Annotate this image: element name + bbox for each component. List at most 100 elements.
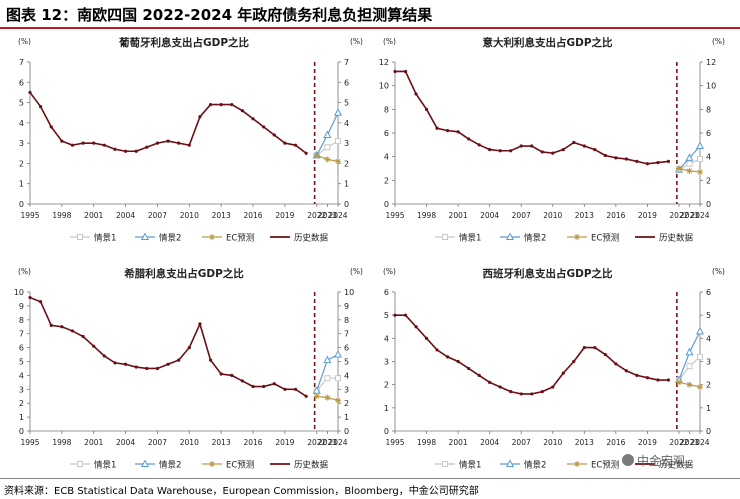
data-point-history bbox=[403, 69, 408, 74]
legend-marker-ec-forecast bbox=[209, 234, 215, 240]
y-tick-label-left: 12 bbox=[379, 58, 389, 67]
y-tick-label-right: 6 bbox=[706, 129, 711, 138]
data-point-history bbox=[28, 90, 32, 95]
y-tick-label-right: 10 bbox=[706, 82, 716, 91]
data-point-history bbox=[49, 323, 53, 327]
data-point-history bbox=[113, 361, 117, 365]
data-point-history bbox=[208, 103, 213, 107]
x-tick-label: 2010 bbox=[180, 211, 199, 220]
legend-marker-ec-forecast bbox=[574, 461, 580, 467]
data-point-history bbox=[155, 366, 160, 371]
data-point-history bbox=[656, 160, 660, 165]
y-unit-left: (%) bbox=[383, 267, 396, 276]
data-point-scenario-1 bbox=[335, 138, 341, 145]
data-point-ec-forecast bbox=[697, 383, 703, 390]
x-tick-label: 2022 bbox=[307, 211, 326, 220]
data-point-history bbox=[272, 133, 276, 137]
series-line-history bbox=[29, 296, 307, 397]
x-tick-label: 2023 bbox=[318, 438, 337, 447]
data-point-scenario-1 bbox=[335, 375, 341, 382]
y-tick-label-right: 6 bbox=[344, 344, 349, 353]
y-tick-label-left: 1 bbox=[19, 413, 24, 422]
data-point-history bbox=[530, 144, 534, 148]
x-tick-label: 2007 bbox=[148, 211, 167, 220]
x-tick-label: 2024 bbox=[328, 438, 347, 447]
x-tick-label: 2023 bbox=[680, 438, 699, 447]
y-tick-label-right: 5 bbox=[706, 311, 711, 320]
data-point-scenario-2 bbox=[323, 355, 332, 364]
data-point-history bbox=[477, 373, 481, 377]
data-point-history bbox=[635, 373, 639, 377]
y-tick-label-left: 2 bbox=[19, 159, 24, 168]
data-point-history bbox=[134, 149, 138, 153]
data-point-ec-forecast bbox=[324, 156, 331, 163]
series-line-scenario-2 bbox=[678, 331, 701, 381]
y-tick-label-left: 3 bbox=[19, 385, 24, 394]
data-point-history bbox=[572, 140, 576, 145]
data-point-history bbox=[414, 325, 418, 329]
y-tick-label-right: 5 bbox=[344, 99, 349, 108]
y-tick-label-left: 7 bbox=[19, 330, 24, 339]
x-tick-label: 2013 bbox=[575, 438, 594, 447]
x-tick-label: 2013 bbox=[212, 211, 231, 220]
y-tick-label-right: 0 bbox=[344, 200, 349, 209]
data-point-history bbox=[467, 137, 471, 141]
y-tick-label-left: 8 bbox=[384, 105, 389, 114]
data-point-scenario-2 bbox=[685, 347, 694, 356]
y-tick-label-right: 4 bbox=[706, 334, 711, 343]
x-tick-label: 2004 bbox=[480, 211, 499, 220]
data-point-scenario-1 bbox=[686, 363, 693, 370]
legend-label-scenario-2: 情景2 bbox=[159, 233, 181, 244]
x-tick-label: 2024 bbox=[690, 211, 709, 220]
source-rule bbox=[0, 478, 740, 479]
y-tick-label-left: 2 bbox=[384, 381, 389, 390]
y-tick-label-left: 7 bbox=[19, 58, 24, 67]
y-tick-label-left: 10 bbox=[14, 288, 24, 297]
data-point-history bbox=[283, 387, 287, 391]
y-tick-label-right: 3 bbox=[706, 358, 711, 367]
data-point-history bbox=[272, 382, 276, 386]
x-tick-label: 2013 bbox=[212, 438, 231, 447]
data-point-history bbox=[519, 144, 523, 148]
y-unit-left: (%) bbox=[383, 37, 396, 46]
data-point-history bbox=[666, 378, 671, 382]
x-tick-label: 2013 bbox=[575, 211, 594, 220]
y-tick-label-left: 4 bbox=[19, 119, 24, 128]
data-point-history bbox=[635, 159, 639, 163]
data-point-history bbox=[145, 366, 149, 371]
data-point-scenario-1 bbox=[324, 375, 331, 382]
data-point-history bbox=[187, 143, 191, 147]
legend-label-ec-forecast: EC预测 bbox=[591, 460, 619, 471]
data-point-history bbox=[498, 149, 502, 153]
data-point-history bbox=[488, 380, 492, 384]
x-tick-label: 2024 bbox=[690, 438, 709, 447]
y-unit-left: (%) bbox=[18, 267, 31, 276]
y-tick-label-left: 2 bbox=[19, 399, 24, 408]
y-tick-label-right: 1 bbox=[344, 180, 349, 189]
data-point-history bbox=[477, 143, 481, 147]
y-tick-label-left: 0 bbox=[384, 427, 389, 436]
data-point-history bbox=[540, 390, 544, 394]
data-point-history bbox=[49, 125, 53, 129]
legend-marker-scenario-2 bbox=[140, 232, 150, 240]
x-tick-label: 2016 bbox=[606, 438, 625, 447]
chart-panel-1: 葡萄牙利息支出占GDP之比 (%) (%) 0 0 1 1 2 2 3 3 4 4 5 5 6 6 7 7 1995 1… bbox=[18, 36, 363, 244]
y-tick-label-right: 1 bbox=[706, 404, 711, 413]
data-point-history bbox=[666, 159, 671, 163]
data-point-scenario-2 bbox=[333, 349, 343, 358]
source-note: 资料来源：ECB Statistical Data Warehouse，Euro… bbox=[4, 486, 479, 497]
legend-marker-scenario-2 bbox=[140, 459, 150, 467]
data-point-history bbox=[92, 141, 96, 145]
legend-marker-scenario-1 bbox=[442, 461, 448, 467]
y-tick-label-right: 5 bbox=[344, 358, 349, 367]
data-point-history bbox=[283, 141, 287, 145]
legend-label-scenario-2: 情景2 bbox=[524, 460, 546, 471]
y-tick-label-right: 9 bbox=[344, 302, 349, 311]
y-tick-label-left: 3 bbox=[19, 139, 24, 148]
y-tick-label-right: 2 bbox=[706, 176, 711, 185]
data-point-ec-forecast bbox=[324, 394, 331, 401]
y-tick-label-left: 9 bbox=[19, 302, 24, 311]
y-unit-right: (%) bbox=[712, 267, 725, 276]
data-point-scenario-2 bbox=[312, 386, 321, 394]
x-tick-label: 2024 bbox=[328, 211, 347, 220]
